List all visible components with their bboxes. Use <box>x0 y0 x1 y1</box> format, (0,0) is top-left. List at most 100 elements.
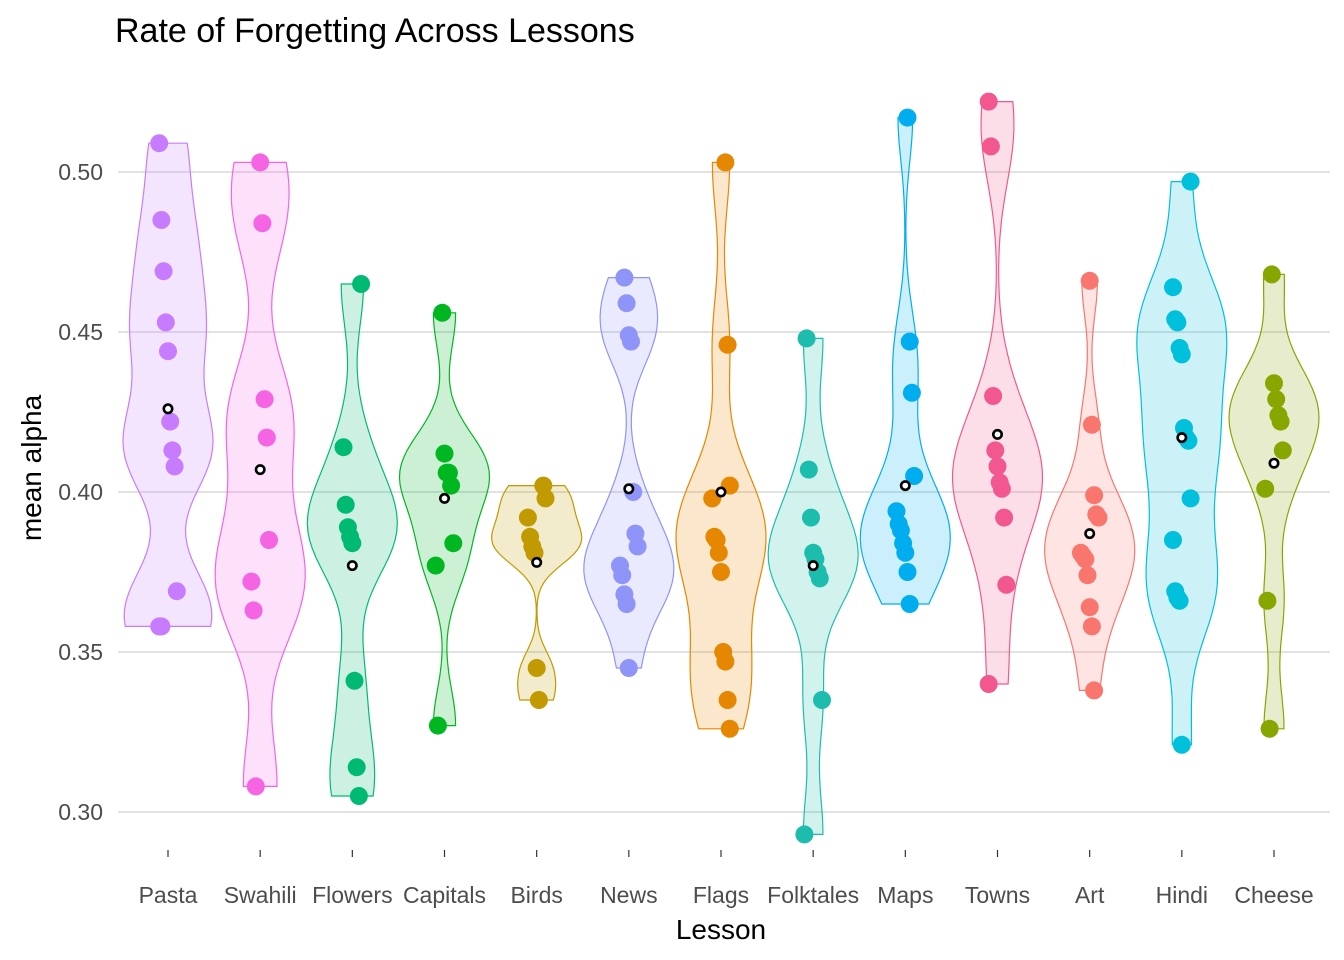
data-point <box>159 342 177 361</box>
data-point <box>622 332 640 351</box>
violin-news <box>583 277 675 669</box>
data-point <box>163 441 182 460</box>
data-point <box>352 275 371 293</box>
data-point <box>1181 172 1200 191</box>
x-tick-label: Cheese <box>1234 882 1313 908</box>
data-point <box>426 556 445 575</box>
data-point <box>347 758 366 777</box>
data-point <box>1271 412 1290 431</box>
data-point <box>1080 598 1099 617</box>
data-point <box>150 134 169 153</box>
data-point <box>718 335 737 354</box>
x-tick-label: Flags <box>693 882 749 908</box>
data-point <box>712 563 730 581</box>
chart-title: Rate of Forgetting Across Lessons <box>115 12 635 50</box>
data-point <box>1164 278 1182 297</box>
violin-capitals <box>398 312 491 727</box>
violin-folktales <box>767 337 859 836</box>
data-point <box>617 294 636 313</box>
data-point <box>617 595 636 613</box>
data-point <box>900 332 919 351</box>
mean-marker <box>991 428 1003 440</box>
data-point <box>536 489 555 508</box>
data-point <box>1267 390 1286 409</box>
data-point <box>442 476 461 495</box>
data-point <box>1085 486 1104 505</box>
data-point <box>244 601 263 620</box>
data-point <box>1089 508 1108 527</box>
data-point <box>444 534 463 553</box>
data-points <box>150 92 1292 844</box>
data-point <box>1082 415 1101 434</box>
data-point <box>709 543 728 562</box>
data-point <box>802 508 820 527</box>
data-point <box>613 566 632 585</box>
data-point <box>979 675 998 693</box>
data-point <box>251 153 270 172</box>
data-point <box>435 444 454 463</box>
data-point <box>720 719 739 738</box>
data-point <box>900 595 919 613</box>
mean-marker <box>1268 457 1280 469</box>
data-point <box>1265 374 1283 393</box>
data-point <box>799 460 818 479</box>
data-point <box>1080 271 1099 290</box>
data-point <box>1164 531 1182 549</box>
data-point <box>902 383 921 402</box>
data-point <box>810 569 829 588</box>
violins <box>122 100 1320 836</box>
data-point <box>997 575 1016 594</box>
y-tick-label: 0.45 <box>58 319 103 345</box>
violin-cheese <box>1228 273 1320 730</box>
data-point <box>343 534 362 553</box>
data-point <box>716 652 735 671</box>
data-point <box>619 659 638 677</box>
x-tick-labels: Pasta Swahili Flowers Capitals Birds News Flag… <box>139 850 1314 908</box>
data-point <box>716 153 735 172</box>
data-point <box>1260 719 1279 738</box>
x-tick-label: Folktales <box>767 882 859 908</box>
data-point <box>156 313 175 332</box>
data-point <box>1273 441 1292 460</box>
violin-hindi <box>1136 181 1228 746</box>
x-tick-label: Pasta <box>139 882 198 908</box>
data-point <box>988 457 1007 476</box>
data-point <box>529 691 548 709</box>
data-point <box>345 671 364 690</box>
violin-birds <box>491 485 583 701</box>
mean-markers <box>162 403 1280 572</box>
y-tick-label: 0.30 <box>58 799 103 825</box>
mean-marker <box>1084 528 1096 540</box>
data-point <box>992 479 1011 498</box>
data-point <box>1076 550 1095 569</box>
y-tick-labels: 0.30 0.35 0.40 0.45 0.50 <box>58 159 103 825</box>
data-point <box>257 428 276 447</box>
data-point <box>255 390 274 409</box>
violin-flags <box>675 161 767 730</box>
data-point <box>1181 489 1200 508</box>
data-point <box>1258 591 1277 610</box>
data-point <box>518 508 537 527</box>
data-point <box>898 108 917 127</box>
mean-marker <box>899 480 911 492</box>
data-point <box>1168 313 1187 332</box>
x-tick-label: Maps <box>877 882 933 908</box>
mean-marker <box>715 486 727 498</box>
data-point <box>152 617 171 636</box>
data-point <box>615 268 634 287</box>
x-tick-label: Capitals <box>403 882 486 908</box>
data-point <box>433 303 452 322</box>
x-tick-label: Swahili <box>224 882 297 908</box>
data-point <box>813 691 831 709</box>
data-point <box>718 691 737 709</box>
data-point <box>628 537 647 556</box>
mean-marker <box>162 403 174 415</box>
data-point <box>1172 735 1191 754</box>
mean-marker <box>623 483 635 495</box>
mean-marker <box>531 556 543 568</box>
data-point <box>165 457 184 476</box>
data-point <box>334 438 353 457</box>
data-point <box>1172 345 1191 364</box>
mean-marker <box>807 560 819 572</box>
